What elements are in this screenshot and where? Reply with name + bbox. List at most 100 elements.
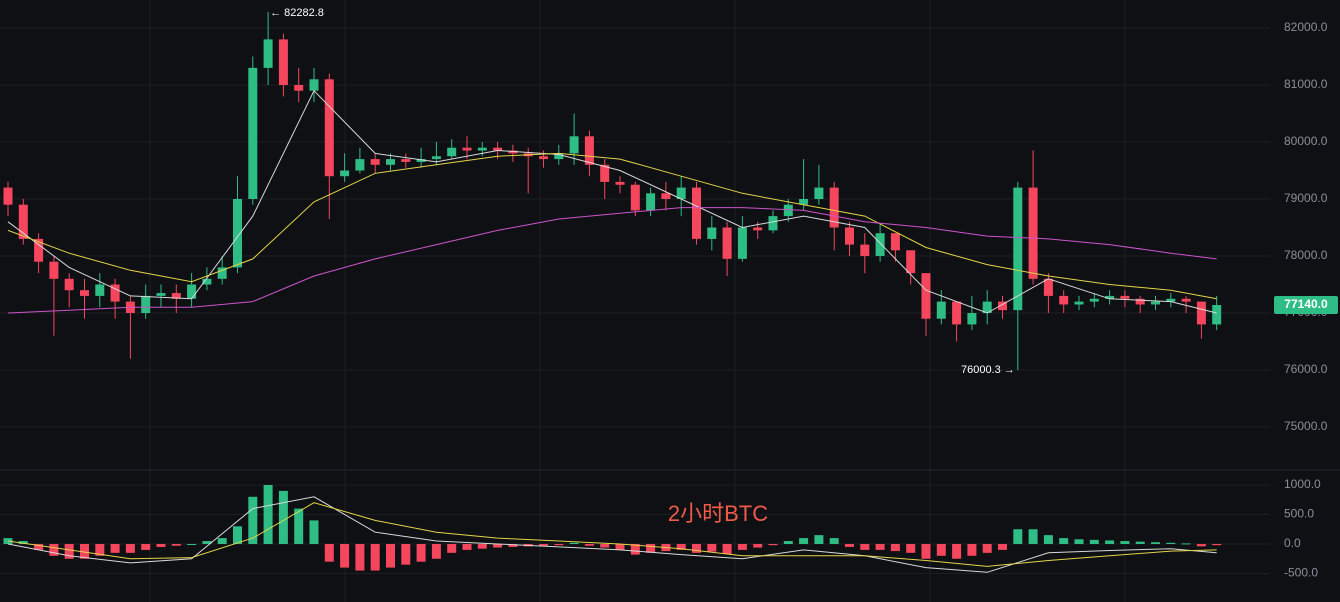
- macd-bar: [829, 538, 839, 544]
- indicator-line: [7, 152, 1217, 300]
- candle-body: [1028, 187, 1038, 279]
- macd-bar: [799, 538, 809, 544]
- macd-bar: [1166, 542, 1176, 544]
- candle-body: [141, 295, 151, 314]
- macd-bar: [248, 496, 258, 544]
- macd-bar: [416, 543, 426, 562]
- indicator-line: [7, 502, 1217, 567]
- macd-bar: [630, 543, 640, 555]
- candle-body: [401, 159, 411, 162]
- candle-body: [1105, 295, 1115, 299]
- y-tick-label: 500.0: [1284, 507, 1314, 521]
- macd-bar: [783, 541, 793, 544]
- macd-bar: [355, 543, 365, 571]
- macd-bar: [1135, 541, 1145, 544]
- price-annotation: ← 82282.8: [270, 7, 324, 19]
- candle-body: [248, 67, 258, 200]
- macd-bar: [1151, 542, 1160, 544]
- candle-body: [477, 147, 487, 151]
- macd-bar: [233, 526, 242, 544]
- candle-body: [906, 250, 916, 274]
- candle-body: [1043, 278, 1053, 296]
- candle-body: [49, 261, 59, 279]
- macd-bar: [141, 543, 151, 550]
- macd-bar: [1196, 543, 1206, 547]
- y-tick-label: 78000.0: [1284, 248, 1328, 262]
- candle-body: [860, 244, 870, 257]
- y-tick-label: 79000.0: [1284, 191, 1328, 205]
- candle-body: [875, 233, 885, 257]
- candle-body: [493, 147, 503, 151]
- macd-bar: [753, 543, 763, 548]
- macd-bar: [1181, 543, 1191, 545]
- candle-body: [753, 227, 763, 231]
- candle-body: [799, 199, 809, 205]
- macd-bar: [584, 543, 594, 546]
- macd-bar: [401, 543, 411, 565]
- macd-bar: [18, 541, 28, 544]
- candle-body: [661, 193, 671, 200]
- candle-body: [814, 187, 824, 200]
- macd-bar: [737, 543, 747, 550]
- candle-body: [447, 147, 457, 157]
- candle-body: [278, 39, 288, 85]
- macd-bar: [370, 543, 380, 571]
- macd-bar: [600, 543, 610, 548]
- last-price-label: 77140.0: [1284, 297, 1328, 311]
- candle-body: [646, 193, 656, 211]
- candle-body: [936, 301, 946, 319]
- macd-bar: [676, 543, 686, 550]
- candle-body: [431, 156, 441, 160]
- candle-body: [156, 293, 166, 296]
- macd-bar: [967, 543, 977, 556]
- candle-body: [64, 278, 74, 291]
- candle-body: [1181, 298, 1191, 302]
- candle-body: [34, 238, 44, 262]
- last-price-tag: [1274, 296, 1338, 315]
- macd-bar: [202, 541, 212, 544]
- macd-bar: [707, 543, 717, 552]
- candle-body: [80, 290, 89, 296]
- candle-body: [768, 216, 778, 231]
- macd-bar: [477, 543, 487, 549]
- candle-body: [340, 170, 350, 177]
- indicator-line: [7, 89, 1217, 314]
- indicator-line: [7, 496, 1217, 573]
- macd-bar: [1089, 539, 1099, 544]
- candle-body: [1151, 301, 1160, 305]
- candle-body: [202, 278, 212, 285]
- candle-body: [171, 293, 181, 299]
- candle-body: [539, 156, 548, 160]
- macd-bar: [187, 543, 197, 545]
- macd-bar: [1105, 540, 1115, 544]
- y-tick-label: 75000.0: [1284, 419, 1328, 433]
- y-tick-label: 76000.0: [1284, 362, 1328, 376]
- candle-body: [110, 284, 120, 302]
- candle-body: [584, 136, 594, 165]
- candle-body: [187, 284, 197, 299]
- macd-bar: [309, 520, 319, 544]
- macd-bar: [539, 543, 548, 546]
- candle-body: [324, 79, 334, 177]
- macd-bar: [860, 543, 870, 550]
- macd-bar: [998, 543, 1007, 550]
- candle-body: [982, 301, 992, 314]
- macd-bar: [110, 543, 120, 553]
- candle-body: [707, 227, 717, 239]
- candle-body: [845, 227, 854, 245]
- candle-body: [952, 301, 962, 325]
- macd-bar: [447, 543, 457, 553]
- candle-body: [1120, 295, 1130, 299]
- candle-body: [3, 187, 13, 205]
- macd-bar: [278, 490, 288, 544]
- candle-body: [1059, 295, 1069, 305]
- candle-body: [416, 159, 426, 162]
- macd-bar: [1212, 543, 1222, 546]
- candle-body: [615, 181, 625, 185]
- candle-body: [998, 301, 1007, 311]
- candle-body: [921, 273, 931, 319]
- y-tick-label: 1000.0: [1284, 477, 1321, 491]
